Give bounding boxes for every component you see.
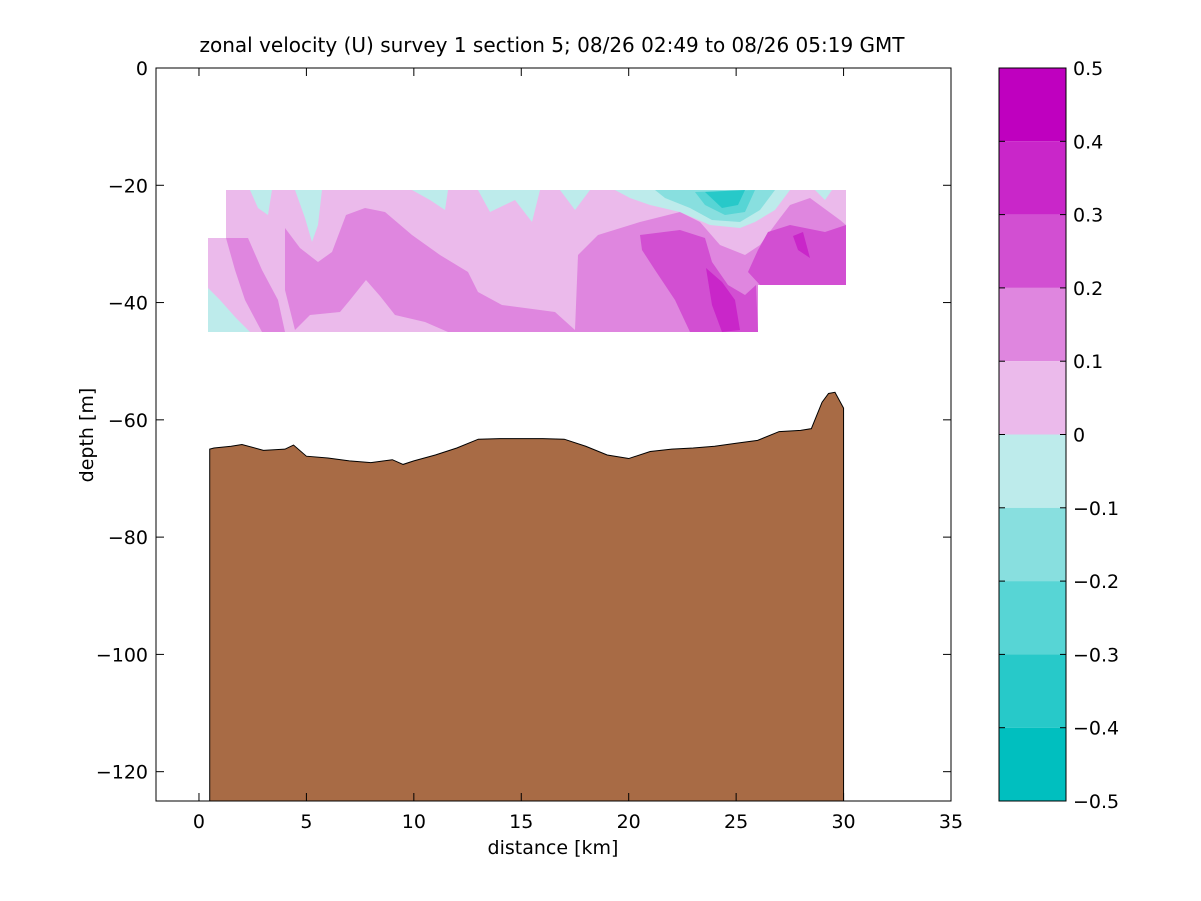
y-axis-label: depth [m]	[76, 388, 98, 483]
contour-region-neg0.1-to-0-top5	[560, 190, 590, 210]
y-tick-label: −100	[96, 644, 148, 666]
x-tick-label: 0	[193, 811, 205, 833]
colorbar-tick-label: −0.2	[1073, 571, 1119, 593]
y-tick-label: −80	[108, 527, 148, 549]
colorbar-swatch	[999, 141, 1066, 215]
velocity-contour-field	[208, 190, 846, 332]
contour-region-neg0.1-to-0-top	[250, 190, 272, 215]
contour-region-0.1-to-0.2-central	[285, 208, 575, 332]
contour-region-neg0.1-to-0-ne	[815, 190, 832, 200]
colorbar: 0.5 0.4 0.3 0.2 0.1 0 −0.1 −0.2 −0.3 −0.4 −0.5	[998, 58, 1119, 813]
y-tick-label: −60	[108, 410, 148, 432]
colorbar-tick-label: 0.3	[1073, 205, 1103, 227]
y-axis: 0 −20 −40 −60 −80 −100 −120	[96, 58, 951, 784]
contour-region-0.3-to-0.4-ne	[793, 232, 810, 258]
colorbar-tick-label: 0	[1073, 425, 1085, 447]
x-tick-label: 35	[939, 811, 963, 833]
colorbar-tick-label: −0.1	[1073, 498, 1119, 520]
bathymetry-layer	[209, 391, 845, 801]
y-tick-label: −120	[96, 762, 148, 784]
contour-region-neg0.1-to-0-top2	[295, 190, 322, 242]
x-axis: 0 5 10 15 20 25 30 35	[193, 68, 963, 833]
colorbar-swatch	[999, 287, 1066, 362]
contour-region-0.1-to-0.2-west	[226, 238, 285, 332]
x-tick-label: 30	[831, 811, 855, 833]
colorbar-tick-label: 0.2	[1073, 278, 1103, 300]
contour-region-0.3-to-0.4	[706, 268, 740, 332]
contour-region-neg0.1-to-0-top3	[412, 190, 448, 210]
colorbar-swatch	[999, 507, 1066, 582]
colorbar-swatch	[999, 581, 1066, 655]
colorbar-swatch	[999, 434, 1066, 508]
y-tick-label: −40	[108, 293, 148, 315]
x-tick-label: 20	[617, 811, 641, 833]
colorbar-tick-label: −0.4	[1073, 718, 1119, 740]
y-tick-label: 0	[136, 58, 148, 80]
x-tick-label: 15	[509, 811, 533, 833]
seafloor-bathymetry	[209, 391, 845, 801]
colorbar-swatch	[999, 654, 1066, 728]
colorbar-tick-label: 0.1	[1073, 351, 1103, 373]
colorbar-swatch	[999, 68, 1066, 142]
colorbar-swatch	[999, 727, 1066, 801]
x-tick-label: 10	[402, 811, 426, 833]
x-tick-label: 5	[300, 811, 312, 833]
y-tick-label: −20	[108, 175, 148, 197]
contour-region-0.2-to-0.3-ne	[748, 225, 846, 285]
colorbar-swatch	[999, 361, 1066, 435]
colorbar-tick-label: −0.5	[1073, 791, 1119, 813]
contour-region-neg0.4-to-neg0.3	[705, 190, 745, 208]
contour-region-neg0.1-to-0-sw	[208, 288, 250, 332]
colorbar-swatch	[999, 214, 1066, 288]
plot-frame	[155, 67, 952, 802]
x-axis-label: distance [km]	[488, 837, 619, 859]
colorbar-tick-label: 0.4	[1073, 131, 1103, 153]
colorbar-tick-label: −0.3	[1073, 644, 1119, 666]
x-tick-label: 25	[724, 811, 748, 833]
colorbar-tick-label: 0.5	[1073, 58, 1103, 80]
contour-region-neg0.1-to-0-top4	[478, 190, 540, 222]
chart-title: zonal velocity (U) survey 1 section 5; 0…	[199, 33, 905, 57]
